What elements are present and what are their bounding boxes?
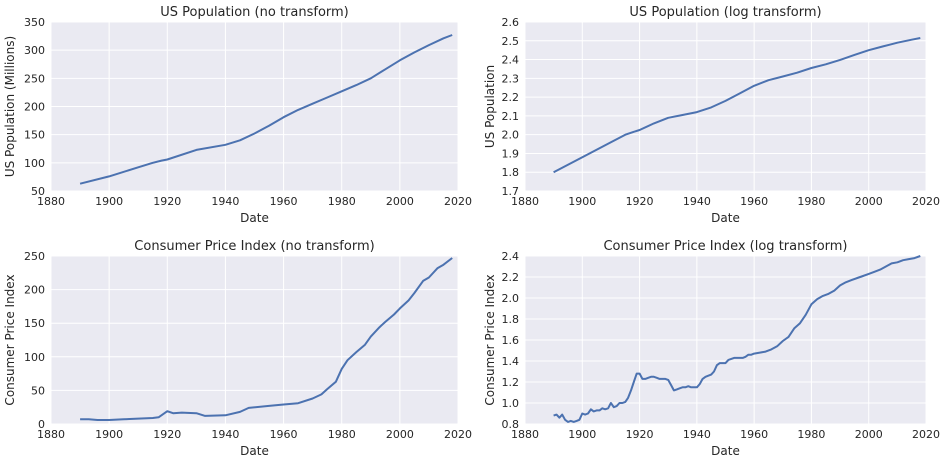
y-tick-label: 1.7 bbox=[502, 185, 520, 198]
y-tick-label: 1.8 bbox=[502, 166, 520, 179]
y-tick-label: 350 bbox=[24, 16, 45, 29]
x-tick-label: 1980 bbox=[797, 428, 825, 441]
x-tick-label: 1900 bbox=[95, 428, 123, 441]
y-tick-label: 0.8 bbox=[502, 418, 520, 431]
plot-area bbox=[525, 22, 926, 191]
chart-title: US Population (log transform) bbox=[629, 5, 821, 20]
y-tick-label: 2.4 bbox=[502, 250, 520, 263]
x-tick-label: 1900 bbox=[568, 428, 596, 441]
y-tick-label: 1.8 bbox=[502, 313, 520, 326]
y-tick-label: 150 bbox=[24, 317, 45, 330]
chart-cpi-log: 1880 1900 1920 1940 1960 1980 2000 2020 0.8 1.0 1.… bbox=[483, 239, 940, 458]
y-tick-label: 100 bbox=[24, 351, 45, 364]
y-axis-label: Consumer Price Index bbox=[3, 274, 17, 405]
y-tick-label: 1.6 bbox=[502, 334, 520, 347]
y-axis-label: Consumer Price Index bbox=[483, 274, 497, 405]
x-tick-label: 1960 bbox=[740, 195, 768, 208]
y-tick-label: 1.2 bbox=[502, 376, 520, 389]
y-tick-label: 100 bbox=[24, 157, 45, 170]
x-tick-label: 2000 bbox=[386, 195, 414, 208]
series-line bbox=[80, 257, 453, 421]
x-axis-label: Date bbox=[240, 211, 269, 225]
x-tick-label: 1940 bbox=[211, 195, 239, 208]
series-line bbox=[553, 255, 921, 423]
y-tick-label: 2.2 bbox=[502, 271, 520, 284]
x-tick-label: 2000 bbox=[386, 428, 414, 441]
x-tick-label: 1900 bbox=[95, 195, 123, 208]
y-tick-label: 2.1 bbox=[502, 110, 520, 123]
x-tick-label: 1920 bbox=[626, 195, 654, 208]
x-tick-label: 2020 bbox=[912, 195, 940, 208]
y-tick-label: 50 bbox=[31, 185, 45, 198]
x-tick-label: 2020 bbox=[912, 428, 940, 441]
x-tick-label: 1980 bbox=[797, 195, 825, 208]
y-tick-label: 2.4 bbox=[502, 54, 520, 67]
chart-us-population-log: 1880 1900 1920 1940 1960 1980 2000 2020 1.7 1.8 1.… bbox=[483, 5, 940, 225]
y-axis-label: US Population (Millions) bbox=[3, 36, 17, 177]
x-tick-label: 2000 bbox=[855, 195, 883, 208]
x-axis-label: Date bbox=[711, 211, 740, 225]
y-tick-label: 1.4 bbox=[502, 355, 520, 368]
y-tick-label: 200 bbox=[24, 101, 45, 114]
plot-area bbox=[51, 256, 458, 424]
x-tick-label: 1880 bbox=[511, 428, 539, 441]
x-tick-label: 2020 bbox=[444, 428, 472, 441]
x-tick-label: 1920 bbox=[626, 428, 654, 441]
x-tick-label: 1940 bbox=[211, 428, 239, 441]
chart-cpi-raw: 1880 1900 1920 1940 1960 1980 2000 2020 0 50 100 15… bbox=[3, 239, 472, 458]
series-line bbox=[553, 37, 921, 174]
x-tick-label: 1880 bbox=[37, 195, 65, 208]
y-tick-label: 1.0 bbox=[502, 397, 520, 410]
y-tick-label: 200 bbox=[24, 284, 45, 297]
x-tick-label: 1980 bbox=[328, 428, 356, 441]
y-tick-label: 250 bbox=[24, 72, 45, 85]
x-tick-label: 1920 bbox=[153, 195, 181, 208]
x-tick-label: 1960 bbox=[270, 195, 298, 208]
x-tick-label: 1940 bbox=[683, 195, 711, 208]
y-tick-label: 250 bbox=[24, 250, 45, 263]
x-tick-label: 1960 bbox=[740, 428, 768, 441]
x-tick-label: 1900 bbox=[568, 195, 596, 208]
x-tick-label: 2000 bbox=[855, 428, 883, 441]
x-tick-label: 1880 bbox=[37, 428, 65, 441]
y-tick-label: 2.2 bbox=[502, 91, 520, 104]
y-tick-label: 2.0 bbox=[502, 129, 520, 142]
y-tick-label: 1.9 bbox=[502, 147, 520, 160]
y-tick-label: 150 bbox=[24, 129, 45, 142]
y-tick-label: 2.6 bbox=[502, 16, 520, 29]
chart-title: Consumer Price Index (no transform) bbox=[134, 239, 374, 254]
x-tick-label: 1880 bbox=[511, 195, 539, 208]
x-tick-label: 1960 bbox=[270, 428, 298, 441]
y-tick-label: 2.0 bbox=[502, 292, 520, 305]
y-tick-label: 50 bbox=[31, 384, 45, 397]
x-tick-label: 1940 bbox=[683, 428, 711, 441]
chart-title: US Population (no transform) bbox=[160, 5, 349, 20]
y-axis-label: US Population bbox=[483, 65, 497, 148]
y-tick-label: 2.3 bbox=[502, 72, 520, 85]
chart-us-population-raw: 1880 1900 1920 1940 1960 1980 2000 2020 50 100 150… bbox=[3, 5, 472, 225]
x-tick-label: 1980 bbox=[328, 195, 356, 208]
y-tick-label: 2.5 bbox=[502, 35, 520, 48]
x-tick-label: 1920 bbox=[153, 428, 181, 441]
x-axis-label: Date bbox=[711, 444, 740, 458]
x-tick-label: 2020 bbox=[444, 195, 472, 208]
series-line bbox=[79, 34, 453, 185]
x-axis-label: Date bbox=[240, 444, 269, 458]
chart-title: Consumer Price Index (log transform) bbox=[603, 239, 847, 254]
y-tick-label: 0 bbox=[38, 418, 45, 431]
y-tick-label: 300 bbox=[24, 44, 45, 57]
